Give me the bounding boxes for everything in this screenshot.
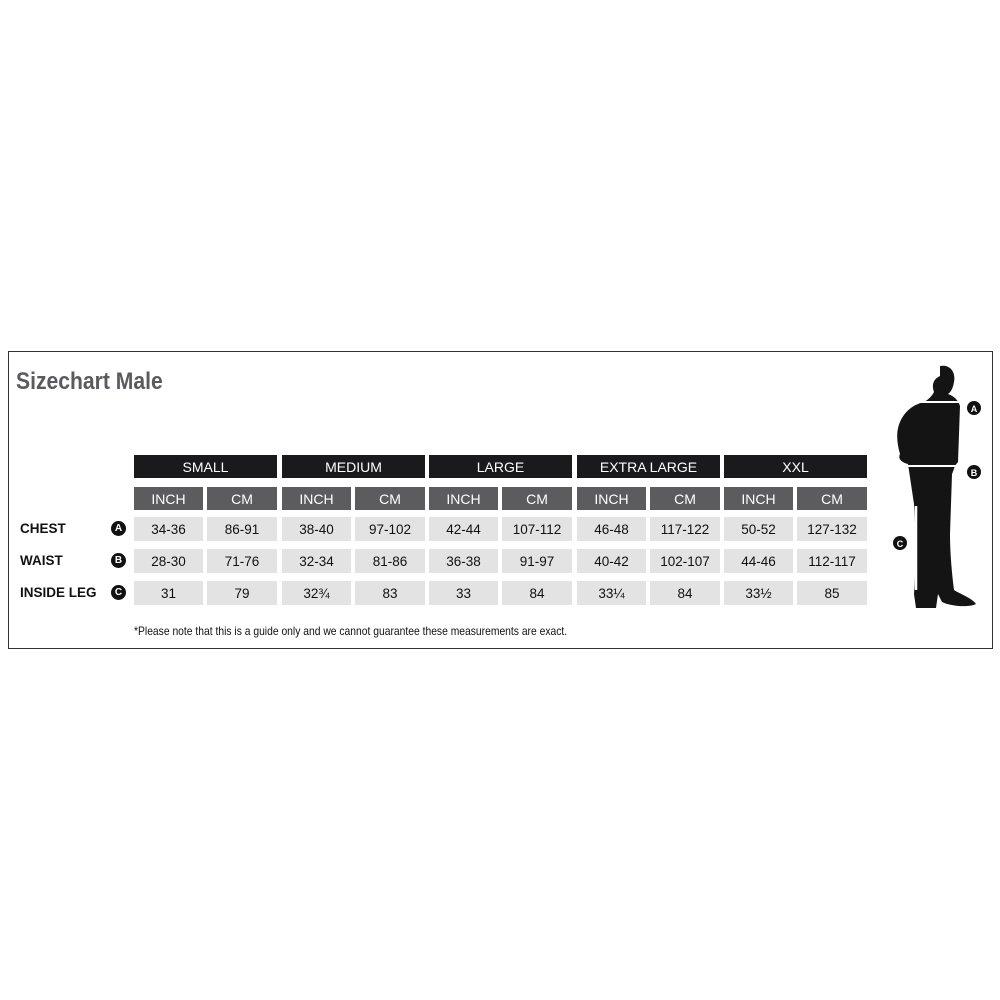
size-header: EXTRA LARGE [577,455,720,478]
body-silhouette-figure: A B C [893,365,981,608]
row-label: WAIST [20,553,63,568]
table-cell: 44-46 [724,549,793,573]
table-cell: 107-112 [502,517,572,541]
table-cell: 34-36 [134,517,203,541]
table-cell: 50-52 [724,517,793,541]
size-header: LARGE [429,455,572,478]
table-cell: 46-48 [577,517,646,541]
table-cell: 117-122 [650,517,720,541]
row-label: INSIDE LEG [20,585,97,600]
table-cell: 38-40 [282,517,351,541]
marker-badge: B [111,553,126,568]
size-chart-frame [8,351,993,649]
table-cell: 31 [134,581,203,605]
unit-header: INCH [577,487,646,510]
table-cell: 83 [355,581,425,605]
disclaimer-note: *Please note that this is a guide only a… [134,624,568,638]
unit-header: CM [797,487,867,510]
unit-header: INCH [134,487,203,510]
marker-badge: C [111,585,126,600]
table-cell: 33½ [724,581,793,605]
unit-header: CM [355,487,425,510]
size-header: MEDIUM [282,455,425,478]
page-title: Sizechart Male [16,368,163,395]
table-cell: 85 [797,581,867,605]
table-cell: 40-42 [577,549,646,573]
table-cell: 79 [207,581,277,605]
unit-header: INCH [429,487,498,510]
table-cell: 97-102 [355,517,425,541]
table-cell: 112-117 [797,549,867,573]
table-cell: 102-107 [650,549,720,573]
table-cell: 32¾ [282,581,351,605]
unit-header: INCH [282,487,351,510]
size-header: SMALL [134,455,277,478]
unit-header: CM [207,487,277,510]
unit-header: CM [650,487,720,510]
unit-header: CM [502,487,572,510]
marker-c: C [897,539,904,549]
marker-badge: A [111,521,126,536]
table-cell: 81-86 [355,549,425,573]
table-cell: 28-30 [134,549,203,573]
table-cell: 84 [650,581,720,605]
table-cell: 33¼ [577,581,646,605]
table-cell: 86-91 [207,517,277,541]
table-cell: 127-132 [797,517,867,541]
size-header: XXL [724,455,867,478]
unit-header: INCH [724,487,793,510]
table-cell: 32-34 [282,549,351,573]
table-cell: 84 [502,581,572,605]
table-cell: 91-97 [502,549,572,573]
table-cell: 33 [429,581,498,605]
marker-a: A [971,404,978,414]
table-cell: 71-76 [207,549,277,573]
table-cell: 36-38 [429,549,498,573]
row-label: CHEST [20,521,66,536]
marker-b: B [971,468,978,478]
table-cell: 42-44 [429,517,498,541]
